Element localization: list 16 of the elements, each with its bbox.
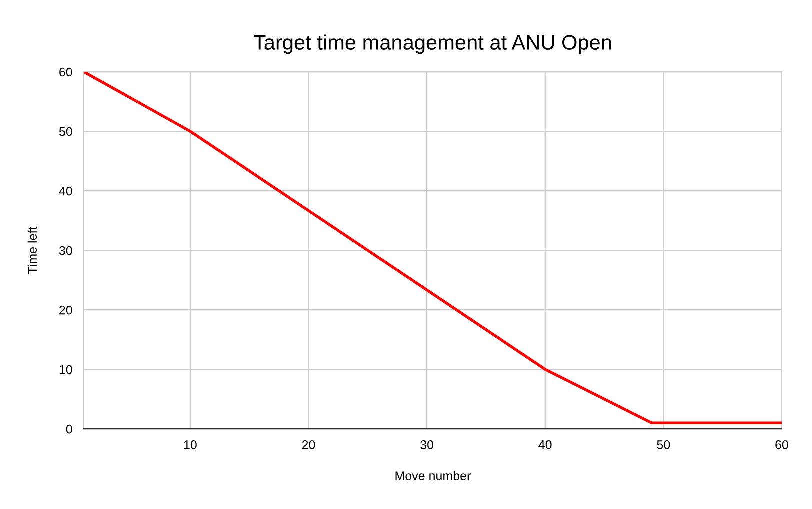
x-tick-label: 30 xyxy=(420,440,434,450)
y-tick-label: 40 xyxy=(59,186,72,196)
y-tick-label: 30 xyxy=(59,246,72,256)
y-tick-label: 20 xyxy=(60,306,72,315)
x-tick-label: 50 xyxy=(657,440,670,450)
x-axis-title: Move number xyxy=(396,471,471,480)
x-tick-label: 40 xyxy=(538,440,552,450)
y-axis-title: Time left xyxy=(28,226,38,274)
x-tick-label: 10 xyxy=(184,440,197,450)
x-tick-label: 20 xyxy=(302,440,316,450)
y-tick-label: 50 xyxy=(59,127,72,136)
y-tick-label: 0 xyxy=(66,424,72,434)
y-tick-label: 60 xyxy=(60,68,72,77)
chart-title: Target time management at ANU Open xyxy=(254,34,612,54)
y-tick-label: 10 xyxy=(60,365,72,374)
x-tick-label: 60 xyxy=(776,440,788,450)
